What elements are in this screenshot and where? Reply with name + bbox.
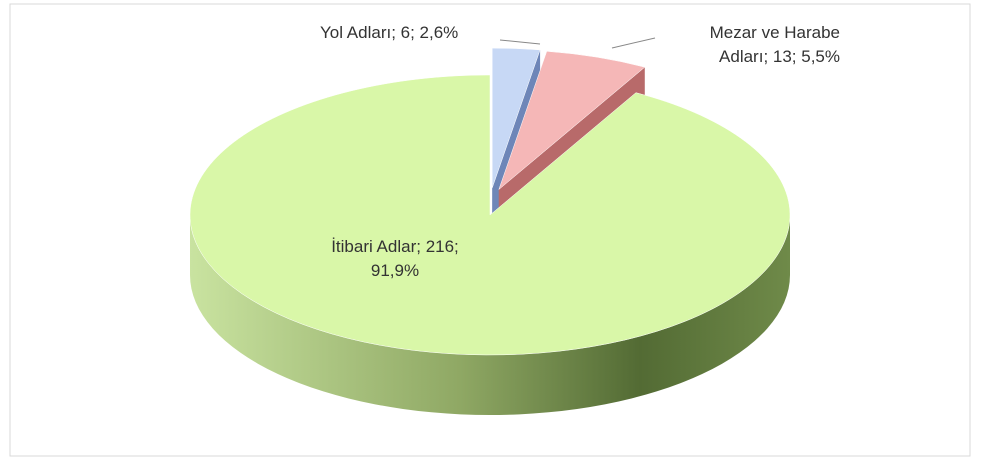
leader-line [499,39,541,45]
pie-slice [491,47,541,189]
data-label: Mezar ve Harabe Adları; 13; 5,5% [709,23,840,66]
slice-side [190,215,790,415]
leader-line [611,37,656,49]
chart-frame [9,3,971,457]
data-label: Yol Adları; 6; 2,6% [320,23,459,42]
pie-slice [498,51,646,191]
data-label: İtibari Adlar; 216; 91,9% [331,237,459,280]
pie-slice [189,74,791,356]
